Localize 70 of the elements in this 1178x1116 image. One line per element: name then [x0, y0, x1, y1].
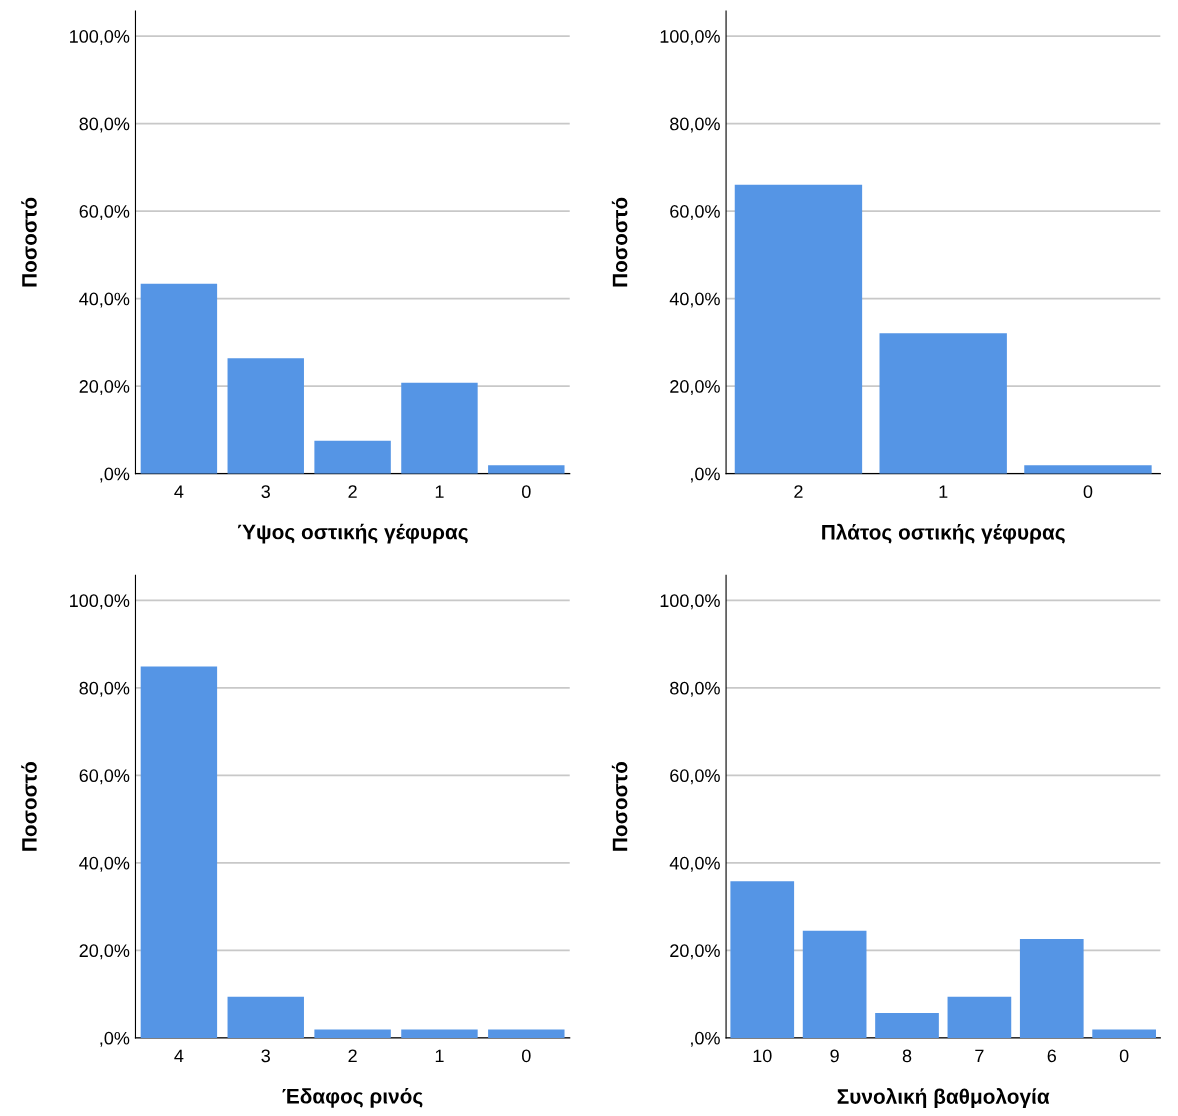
- y-tick-label: 80,0%: [670, 117, 720, 133]
- bar: [401, 382, 478, 474]
- x-tick-label: 1: [939, 485, 948, 498]
- bar: [488, 465, 565, 474]
- y-axis-title: Ποσοστό: [21, 197, 37, 287]
- y-tick-label: 60,0%: [670, 205, 720, 220]
- bar: [879, 333, 1007, 474]
- y-tick-label: ,0%: [100, 467, 130, 483]
- y-tick-label: ,0%: [100, 1031, 130, 1047]
- x-tick-label: 7: [975, 1049, 984, 1063]
- bar: [140, 283, 218, 474]
- bar: [314, 440, 391, 474]
- y-tick-label: 100,0%: [70, 594, 130, 610]
- y-tick-label: 20,0%: [79, 380, 130, 395]
- x-tick-label: 1: [435, 1049, 444, 1063]
- y-tick-label: 20,0%: [670, 944, 720, 960]
- x-tick-label: 4: [174, 485, 184, 498]
- x-tick-label: 0: [1119, 1049, 1129, 1063]
- y-tick-label: 100,0%: [70, 30, 130, 45]
- x-axis-title: Ύψος οστικής γέφυρας: [237, 523, 468, 544]
- x-tick-label: 8: [902, 1049, 912, 1063]
- x-tick-label: 2: [348, 1049, 357, 1063]
- y-tick-label: 20,0%: [79, 944, 130, 960]
- bar: [1092, 1029, 1156, 1038]
- bar: [140, 666, 218, 1038]
- y-tick-label: ,0%: [691, 1031, 720, 1047]
- x-tick-label: 3: [261, 1049, 270, 1063]
- y-tick-label: 40,0%: [669, 292, 720, 308]
- y-axis-title: Ποσοστό: [611, 197, 628, 287]
- bar: [730, 881, 795, 1038]
- bar: [227, 358, 304, 474]
- y-tick-label: 40,0%: [79, 856, 130, 872]
- bar: [1024, 465, 1152, 474]
- x-tick-label: 3: [261, 485, 270, 499]
- bar: [488, 1029, 565, 1038]
- y-axis-title: Ποσοστό: [611, 761, 628, 851]
- x-tick-label: 0: [1083, 485, 1093, 499]
- bar: [802, 930, 867, 1038]
- y-tick-label: 60,0%: [670, 769, 720, 785]
- y-tick-label: 40,0%: [669, 856, 720, 872]
- x-tick-label: 10: [753, 1049, 772, 1063]
- x-tick-label: 0: [521, 485, 531, 499]
- y-tick-label: 80,0%: [670, 681, 720, 697]
- x-tick-label: 2: [794, 485, 803, 498]
- bar: [1019, 938, 1084, 1038]
- y-tick-label: 60,0%: [79, 769, 130, 785]
- y-tick-label: 20,0%: [670, 380, 720, 395]
- bar: [947, 996, 1012, 1038]
- bar: [734, 184, 863, 474]
- x-axis-title: Έδαφος ρινός: [282, 1088, 423, 1108]
- x-axis-title: Πλάτος οστικής γέφυρας: [822, 523, 1065, 544]
- bar: [875, 1012, 939, 1038]
- y-tick-label: 40,0%: [79, 292, 130, 308]
- x-axis-title: Συνολική βαθμολογία: [837, 1088, 1050, 1108]
- x-tick-label: 9: [830, 1049, 839, 1063]
- x-tick-label: 6: [1047, 1049, 1056, 1063]
- y-tick-label: ,0%: [691, 467, 720, 483]
- x-tick-label: 4: [174, 1049, 184, 1063]
- y-tick-label: 60,0%: [79, 205, 130, 220]
- y-tick-label: 100,0%: [660, 594, 720, 610]
- y-tick-label: 80,0%: [79, 681, 130, 697]
- x-tick-label: 0: [521, 1049, 531, 1063]
- y-tick-label: 100,0%: [660, 30, 720, 45]
- bar: [314, 1029, 391, 1038]
- bar: [401, 1029, 478, 1038]
- bar: [227, 996, 304, 1038]
- y-axis-title: Ποσοστό: [21, 761, 37, 851]
- x-tick-label: 2: [348, 485, 357, 498]
- y-tick-label: 80,0%: [79, 117, 130, 133]
- x-tick-label: 1: [435, 485, 444, 498]
